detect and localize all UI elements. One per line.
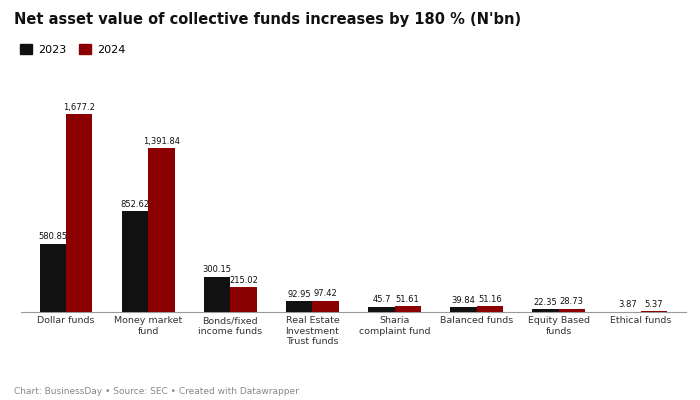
Bar xyxy=(148,148,174,312)
Bar xyxy=(66,114,92,312)
Bar xyxy=(312,300,339,312)
Text: Net asset value of collective funds increases by 180 % (N'bn): Net asset value of collective funds incr… xyxy=(14,12,521,27)
Text: 215.02: 215.02 xyxy=(229,276,258,284)
Text: 51.61: 51.61 xyxy=(395,295,419,304)
Text: 92.95: 92.95 xyxy=(288,290,311,299)
Bar xyxy=(450,307,477,312)
Text: 39.84: 39.84 xyxy=(452,296,475,305)
Bar xyxy=(640,311,667,312)
Bar xyxy=(477,306,503,312)
Text: 22.35: 22.35 xyxy=(533,298,557,307)
Text: 852.62: 852.62 xyxy=(120,200,150,209)
Bar xyxy=(395,306,421,312)
Text: 1,677.2: 1,677.2 xyxy=(64,103,95,112)
Bar xyxy=(533,309,559,312)
Text: 3.87: 3.87 xyxy=(618,300,637,310)
Bar xyxy=(40,244,66,312)
Text: 28.73: 28.73 xyxy=(560,298,584,306)
Legend: 2023, 2024: 2023, 2024 xyxy=(20,44,125,55)
Bar xyxy=(368,307,395,312)
Bar xyxy=(204,277,230,312)
Text: Chart: BusinessDay • Source: SEC • Created with Datawrapper: Chart: BusinessDay • Source: SEC • Creat… xyxy=(14,387,299,396)
Bar xyxy=(559,309,585,312)
Text: 51.16: 51.16 xyxy=(478,295,502,304)
Text: 300.15: 300.15 xyxy=(203,266,232,274)
Text: 45.7: 45.7 xyxy=(372,296,391,304)
Text: 1,391.84: 1,391.84 xyxy=(143,137,180,146)
Text: 5.37: 5.37 xyxy=(645,300,664,309)
Text: 97.42: 97.42 xyxy=(314,289,337,298)
Bar xyxy=(230,287,257,312)
Bar xyxy=(286,301,312,312)
Bar xyxy=(122,212,148,312)
Text: 580.85: 580.85 xyxy=(38,232,68,241)
